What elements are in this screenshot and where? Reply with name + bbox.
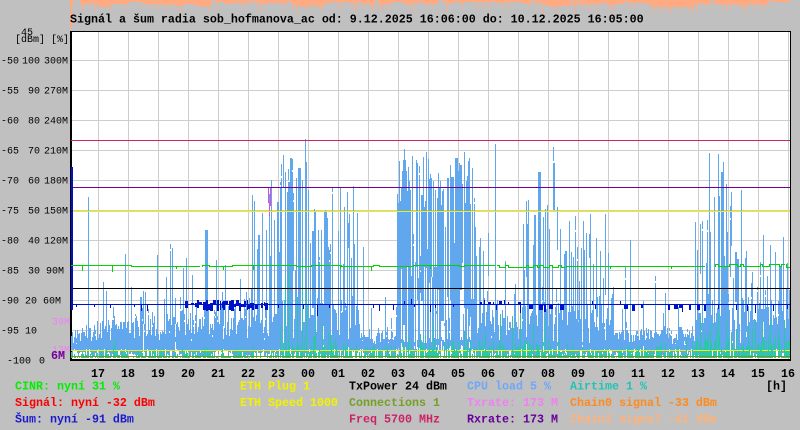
svg-text:60: 60 (28, 177, 40, 188)
svg-text:10: 10 (25, 327, 37, 338)
svg-text:17: 17 (91, 367, 105, 381)
svg-text:100: 100 (22, 57, 40, 68)
svg-text:300M: 300M (44, 57, 68, 68)
svg-text:60M: 60M (43, 297, 61, 308)
svg-text:16: 16 (781, 367, 795, 381)
svg-text:21: 21 (211, 367, 225, 381)
svg-text:210M: 210M (44, 147, 68, 158)
svg-text:09: 09 (571, 367, 585, 381)
svg-text:39M: 39M (52, 318, 70, 329)
svg-text:[h]: [h] (766, 380, 787, 394)
svg-text:90M: 90M (46, 267, 64, 278)
svg-text:80: 80 (28, 117, 40, 128)
svg-text:CPU load 5 %: CPU load 5 % (467, 380, 551, 394)
svg-text:90: 90 (28, 87, 40, 98)
svg-text:70: 70 (28, 147, 40, 158)
svg-text:03: 03 (391, 367, 405, 381)
svg-text:07: 07 (511, 367, 525, 381)
svg-text:CINR: nyní 31 %: CINR: nyní 31 % (15, 380, 120, 394)
svg-text:Freq 5700 MHz: Freq 5700 MHz (349, 413, 440, 427)
svg-text:Airtime 1 %: Airtime 1 % (570, 380, 647, 394)
svg-text:18: 18 (121, 367, 135, 381)
svg-text:15: 15 (751, 367, 765, 381)
svg-text:Signál: nyní -32 dBm: Signál: nyní -32 dBm (15, 396, 155, 410)
svg-text:30: 30 (28, 267, 40, 278)
svg-text:-65: -65 (1, 147, 19, 158)
svg-text:-100: -100 (7, 357, 31, 368)
svg-text:Signál a šum radia sob_hofmano: Signál a šum radia sob_hofmanova_ac od: … (70, 13, 644, 27)
svg-text:-50: -50 (1, 57, 19, 68)
svg-text:11: 11 (631, 367, 645, 381)
svg-text:Chain0 signal -33 dBm: Chain0 signal -33 dBm (570, 396, 717, 410)
svg-text:13M: 13M (52, 346, 70, 357)
svg-text:-75: -75 (1, 207, 19, 218)
svg-text:02: 02 (361, 367, 375, 381)
svg-text:6M: 6M (51, 349, 65, 363)
svg-text:Rxrate: 173 M: Rxrate: 173 M (467, 413, 558, 427)
svg-text:-95: -95 (1, 327, 19, 338)
svg-text:50: 50 (28, 207, 40, 218)
svg-text:06: 06 (481, 367, 495, 381)
svg-text:20: 20 (181, 367, 195, 381)
svg-text:45: 45 (21, 28, 33, 39)
svg-text:Šum: nyní -91 dBm: Šum: nyní -91 dBm (15, 413, 134, 427)
svg-text:Chain1 signal -41 dBm: Chain1 signal -41 dBm (570, 413, 717, 427)
svg-text:ETH Plug 1: ETH Plug 1 (240, 380, 310, 394)
svg-text:-90: -90 (1, 297, 19, 308)
svg-text:10: 10 (601, 367, 615, 381)
svg-text:-70: -70 (1, 177, 19, 188)
svg-text:-55: -55 (1, 87, 19, 98)
svg-text:Txrate: 173 M: Txrate: 173 M (467, 396, 558, 410)
svg-text:00: 00 (301, 367, 315, 381)
svg-text:[dBm] [%]: [dBm] [%] (15, 34, 69, 46)
svg-text:Connections 1: Connections 1 (349, 396, 440, 410)
svg-text:-80: -80 (1, 237, 19, 248)
svg-text:14: 14 (721, 367, 735, 381)
svg-text:19: 19 (151, 367, 165, 381)
svg-text:150M: 150M (44, 207, 68, 218)
svg-text:270M: 270M (44, 87, 68, 98)
svg-text:23: 23 (271, 367, 285, 381)
svg-text:01: 01 (331, 367, 345, 381)
svg-text:13: 13 (691, 367, 705, 381)
svg-text:40: 40 (28, 237, 40, 248)
svg-text:20: 20 (25, 297, 37, 308)
svg-text:ETH Speed 1000: ETH Speed 1000 (240, 396, 338, 410)
svg-text:22: 22 (241, 367, 255, 381)
svg-text:180M: 180M (44, 177, 68, 188)
svg-text:0: 0 (39, 357, 45, 368)
svg-text:04: 04 (421, 367, 435, 381)
svg-text:-85: -85 (1, 267, 19, 278)
svg-text:08: 08 (541, 367, 555, 381)
svg-text:-60: -60 (1, 117, 19, 128)
svg-text:12: 12 (661, 367, 675, 381)
svg-text:120M: 120M (44, 237, 68, 248)
svg-text:240M: 240M (44, 117, 68, 128)
svg-text:05: 05 (451, 367, 465, 381)
svg-text:TxPower 24 dBm: TxPower 24 dBm (349, 380, 447, 394)
